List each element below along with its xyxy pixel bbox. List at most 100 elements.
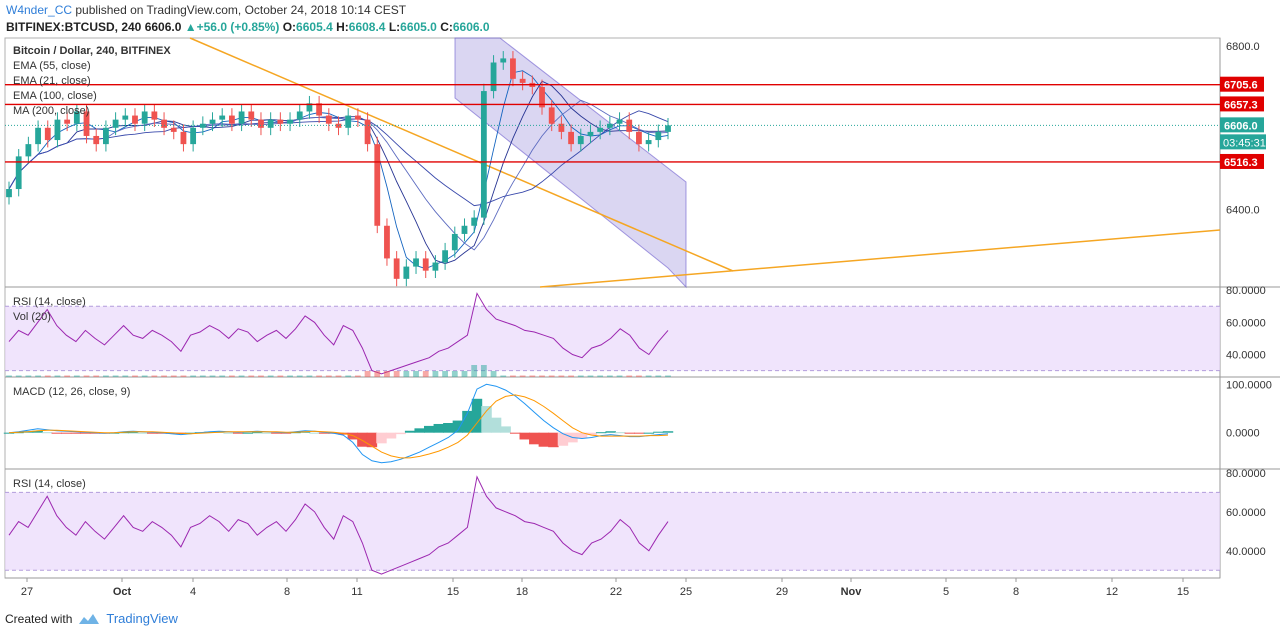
volume-bar <box>393 371 400 377</box>
candle-body <box>519 78 526 83</box>
y-tick-label: 6800.0 <box>1226 41 1260 53</box>
macd-histogram-bar <box>357 432 368 447</box>
x-tick-label: 4 <box>190 586 196 598</box>
volume-bar <box>558 375 565 377</box>
macd-histogram-bar <box>404 430 416 433</box>
macd-histogram-bar <box>595 432 607 434</box>
macd-histogram-bar <box>662 431 674 433</box>
volume-bar <box>54 375 61 377</box>
y-tick-label: 40.0000 <box>1226 546 1266 558</box>
volume-bar <box>480 365 487 377</box>
y-tick-label: 60.0000 <box>1226 507 1266 519</box>
volume-bar <box>44 375 51 377</box>
main-chart-title: Bitcoin / Dollar, 240, BITFINEX <box>13 45 171 57</box>
macd-histogram-bar <box>509 432 521 434</box>
candle-body <box>132 115 138 124</box>
macd-histogram-bar <box>242 432 253 434</box>
y-tick-label: 80.0000 <box>1226 468 1266 480</box>
rsi-line <box>8 475 669 575</box>
macd-histogram-bar <box>51 432 62 434</box>
y-tick-label: 80.0000 <box>1226 285 1266 297</box>
volume-bar <box>345 375 352 377</box>
macd-histogram-bar <box>452 420 464 433</box>
candle-body <box>539 86 545 108</box>
candle-body <box>510 58 516 79</box>
volume-bar <box>548 375 555 377</box>
macd-histogram-bar <box>576 432 588 439</box>
volume-bar <box>529 375 536 377</box>
macd-histogram-bar <box>252 432 263 434</box>
volume-bar <box>451 371 458 377</box>
price-tag-label: 6705.6 <box>1224 80 1258 92</box>
uptrend-line <box>539 229 1221 288</box>
volume-bar <box>442 371 449 377</box>
candle-body <box>374 144 381 226</box>
signal-line <box>8 394 669 459</box>
volume-legend: Vol (20) <box>13 311 51 323</box>
candle-body <box>44 127 51 141</box>
volume-bar <box>141 375 148 377</box>
macd-histogram-bar <box>653 431 664 433</box>
candle-body <box>35 127 41 145</box>
candle-body <box>587 131 594 136</box>
volume-bar <box>597 375 604 377</box>
y-tick-label: 40.0000 <box>1226 350 1266 362</box>
macd-histogram-bar <box>70 432 82 434</box>
macd-histogram-bar <box>548 432 559 448</box>
macd-histogram-bar <box>519 432 530 440</box>
volume-bar <box>325 375 332 377</box>
candle-body <box>403 266 410 279</box>
candle-body <box>258 119 264 128</box>
candle-body <box>54 119 61 141</box>
candle-body <box>345 115 352 128</box>
macd-histogram-bar <box>376 432 387 444</box>
candle-body <box>655 131 662 141</box>
volume-bar <box>510 375 516 377</box>
volume-bar <box>296 375 303 377</box>
candle-body <box>73 111 80 124</box>
macd-histogram-bar <box>490 417 502 433</box>
candle-body <box>325 115 332 124</box>
candle-body <box>636 131 642 145</box>
indicator-legend: EMA (100, close) <box>13 90 97 102</box>
price-tag-label: 6516.3 <box>1224 157 1258 169</box>
volume-bar <box>655 375 662 377</box>
x-tick-label: 8 <box>284 586 290 598</box>
macd-histogram-bar <box>61 432 72 434</box>
countdown-box <box>1220 134 1266 150</box>
volume-bar <box>665 375 671 377</box>
candle-body <box>6 189 12 198</box>
publish-line: W4nder_CC published on TradingView.com, … <box>6 3 406 17</box>
volume-bar <box>161 375 167 377</box>
macd-histogram-bar <box>137 432 148 434</box>
tradingview-brand[interactable]: TradingView <box>106 611 178 626</box>
macd-histogram-bar <box>147 432 158 434</box>
rsi-band <box>5 492 1220 571</box>
candle-body <box>103 127 109 145</box>
last-price: 6606.0 <box>144 20 182 34</box>
volume-bar <box>267 375 274 377</box>
candle-body <box>199 123 206 128</box>
candle-body <box>141 111 148 124</box>
macd-histogram-bar <box>624 432 636 434</box>
price-tag-label: 6657.3 <box>1224 99 1258 111</box>
volume-bar <box>471 365 478 377</box>
volume-bar <box>248 375 255 377</box>
price-tag-label: 6606.0 <box>1224 120 1258 132</box>
high-label: H: <box>336 20 349 34</box>
candle-body <box>248 111 255 120</box>
author-link[interactable]: W4nder_CC <box>6 3 73 17</box>
volume-bar <box>364 371 371 377</box>
volume-bar <box>384 371 390 377</box>
candle-body <box>25 144 32 157</box>
candle-body <box>645 140 652 145</box>
volume-bar <box>64 375 71 377</box>
volume-bar <box>112 375 119 377</box>
x-tick-label: 15 <box>1177 586 1189 598</box>
volume-bar <box>35 375 41 377</box>
volume-bar <box>636 375 642 377</box>
indicator-legend: EMA (55, close) <box>13 60 91 72</box>
macd-histogram-bar <box>414 428 425 433</box>
candle-body <box>190 127 197 145</box>
